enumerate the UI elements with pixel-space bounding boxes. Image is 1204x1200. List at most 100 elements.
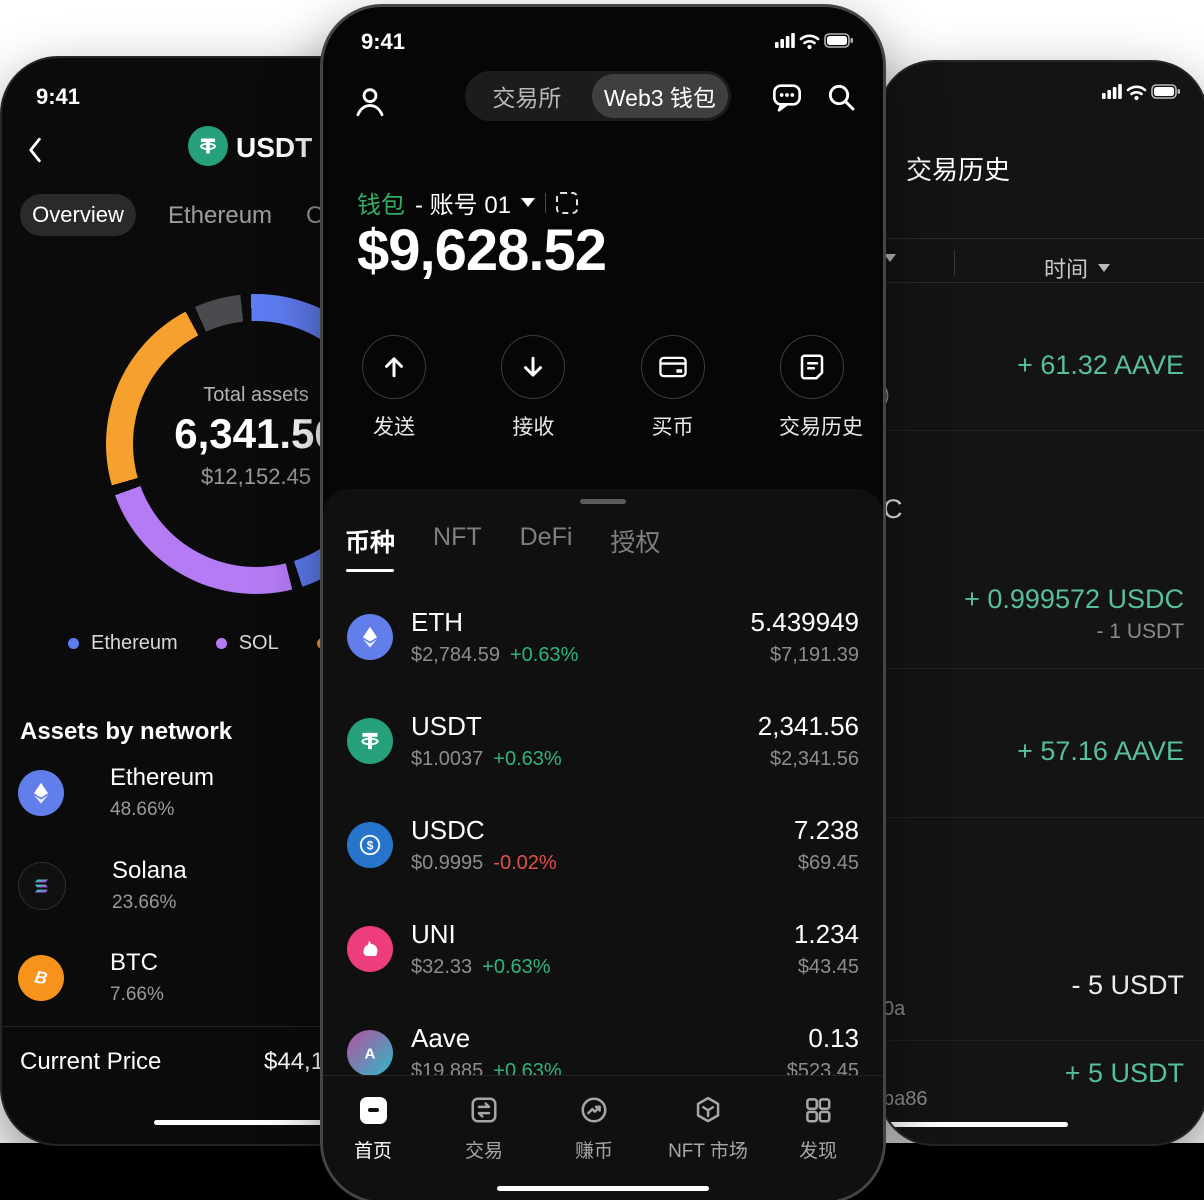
caret-down-icon [1098,264,1111,272]
token-change: +0.63% [482,956,551,978]
token-change: +0.63% [509,644,579,666]
tx-fragment: ba86 [883,1088,928,1110]
network-row-solana[interactable]: Solana 23.66% [18,857,187,914]
tx-amount[interactable]: - 5 USDT [1071,970,1184,1000]
token-value: $2,341.56 [770,748,859,770]
nav-label: 赚币 [574,1141,614,1162]
profile-icon[interactable] [353,85,387,124]
tab-approvals[interactable]: 授权 [610,523,660,572]
tab-defi[interactable]: DeFi [520,523,573,572]
network-name: BTC [110,949,158,976]
svg-text:A: A [365,1045,376,1062]
center-phone: 9:41 [320,4,886,1200]
tx-subamount: - 1 USDT [1096,620,1184,643]
earn-icon [575,1092,613,1128]
nav-discover[interactable]: 发现 [799,1092,837,1163]
time-filter-label: 时间 [1044,257,1089,282]
home-indicator[interactable] [497,1186,709,1191]
right-phone: 交易历史 时间 + 61.32 AAVE ) C + 0.999572 USDC… [878,60,1204,1146]
token-price: $32.33 [411,956,473,978]
token-symbol: USDC [411,815,485,845]
trade-icon [465,1092,503,1128]
token-row-eth[interactable]: ETH $2,784.59 +0.63% 5.439949 $7,191.39 [323,585,883,689]
battery-icon [824,33,853,48]
chat-icon[interactable] [771,81,803,118]
account-label: - 账号 01 [415,192,512,219]
back-icon[interactable] [22,136,48,169]
grid-icon [799,1092,837,1128]
wifi-icon [1126,85,1147,101]
tx-amount[interactable]: + 57.16 AAVE [1017,736,1184,766]
tab-ethereum[interactable]: Ethereum [168,202,273,229]
segmented-control: 交易所 Web3 钱包 [465,71,731,121]
token-row-uni[interactable]: UNI $32.33 +0.63% 1.234 $43.45 [323,897,883,1001]
action-label: 接收 [512,416,555,439]
legend-dot-ethereum [68,638,79,649]
status-time: 9:41 [36,84,81,109]
tether-icon [347,718,393,764]
send-button[interactable]: 发送 [361,335,427,441]
divider [880,817,1204,818]
token-amount: 5.439949 [750,607,859,637]
tab-label: 授权 [610,529,661,557]
history-button[interactable]: 交易历史 [778,335,863,441]
wallet-account-selector[interactable]: 钱包 - 账号 01 [357,185,579,220]
receive-button[interactable]: 接收 [500,335,566,441]
buy-crypto-button[interactable]: 买币 [640,335,706,441]
tab-overview[interactable]: Overview [20,194,136,236]
token-amount: 7.238 [793,815,859,845]
token-symbol: USDT [411,711,482,741]
network-pct: 23.66% [112,892,177,913]
tab-exchange[interactable]: 交易所 [492,85,562,111]
nav-label: 首页 [353,1141,393,1162]
token-list: ETH $2,784.59 +0.63% 5.439949 $7,191.39 U… [323,585,883,1105]
wifi-icon [799,34,820,50]
tab-nft[interactable]: NFT [433,523,482,572]
network-row-ethereum[interactable]: Ethereum 48.66% [18,764,214,821]
signal-icon [775,33,795,48]
svg-text:$: $ [367,838,374,852]
nav-label: 发现 [798,1141,838,1162]
time-filter[interactable]: 时间 [1044,252,1111,284]
token-row-usdc[interactable]: $ USDC $0.9995 -0.02% 7.238 $69.45 [323,793,883,897]
token-price: $1.0037 [411,748,484,770]
tx-amount[interactable]: + 5 USDT [1064,1058,1184,1088]
ethereum-icon [347,614,393,660]
token-value: $69.45 [797,852,859,874]
token-row-usdt[interactable]: USDT $1.0037 +0.63% 2,341.56 $2,341.56 [323,689,883,793]
document-icon [779,335,844,399]
network-pct: 7.66% [110,984,164,1005]
page-title: USDT [236,132,313,163]
token-amount: 0.13 [808,1023,859,1053]
active-tab-underline [346,569,394,572]
donut-center-label: Total assets [203,384,309,406]
token-change: +0.63% [493,748,562,770]
signal-icon [1102,84,1122,99]
token-amount: 1.234 [793,919,859,949]
action-label: 交易历史 [778,416,863,439]
drag-handle[interactable] [580,499,626,504]
legend-dot-sol [215,638,227,649]
tab-web3-wallet[interactable]: Web3 钱包 [591,74,728,118]
status-time: 9:41 [361,29,406,54]
nav-nft-market[interactable]: NFT 市场 [668,1092,748,1163]
token-value: $43.45 [797,956,859,978]
home-indicator[interactable] [886,1122,1068,1127]
tx-amount[interactable]: + 0.999572 USDC [964,584,1184,614]
tx-amount[interactable]: + 61.32 AAVE [1017,350,1184,380]
nav-earn[interactable]: 赚币 [575,1092,613,1163]
token-price: $2,784.59 [411,644,500,666]
aave-icon: A [347,1030,393,1076]
nav-trade[interactable]: 交易 [465,1092,503,1163]
home-indicator[interactable] [154,1120,332,1125]
search-icon[interactable] [825,81,857,118]
nav-label: 交易 [464,1141,504,1162]
separator [545,192,547,213]
nav-home[interactable]: 首页 [354,1092,392,1163]
caret-down-icon[interactable] [884,254,896,262]
scan-icon[interactable] [556,191,579,214]
tab-coins[interactable]: 币种 [345,523,395,572]
network-row-btc[interactable]: B BTC 7.66% [18,949,164,1006]
tether-icon [188,126,228,166]
current-price-label: Current Price [20,1048,162,1075]
